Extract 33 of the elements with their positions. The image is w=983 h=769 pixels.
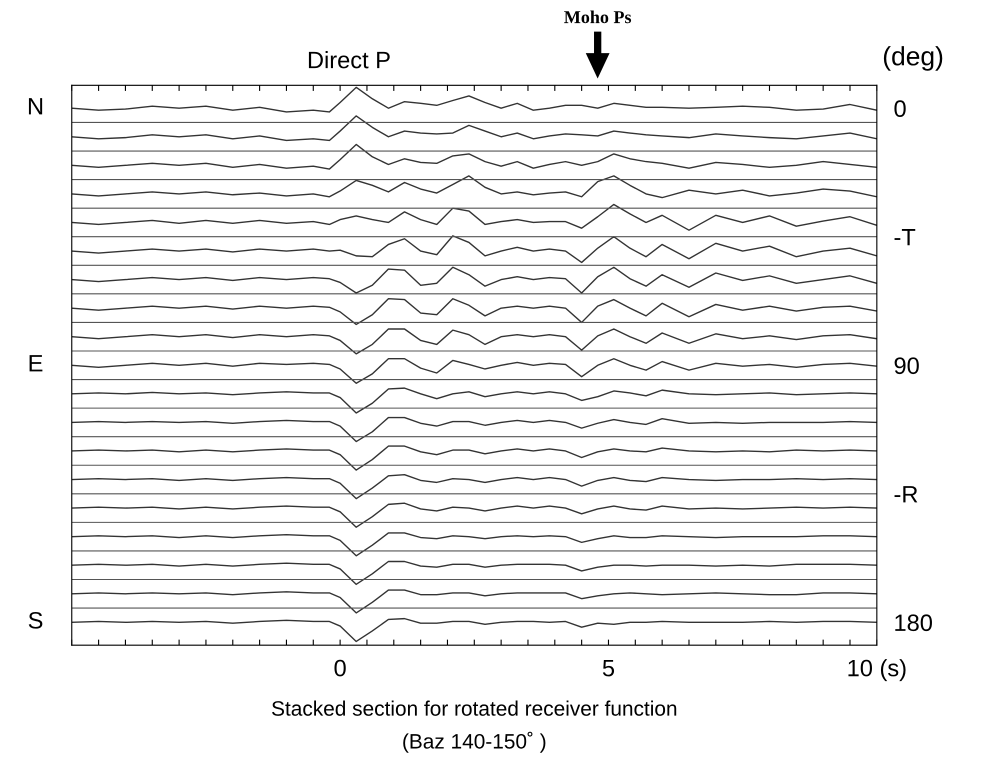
line-series xyxy=(72,416,877,442)
line-series xyxy=(72,445,877,471)
line-series xyxy=(72,115,877,142)
y-tick-label: 180 xyxy=(895,614,932,632)
y-tick-label: -T xyxy=(894,229,916,246)
line-series xyxy=(72,589,877,614)
y-tick-label: -R xyxy=(894,486,918,502)
line-series xyxy=(72,266,877,294)
y2-axis-title: (deg) xyxy=(884,46,942,71)
text: S xyxy=(28,612,42,629)
line-series xyxy=(72,474,877,500)
line-series xyxy=(72,328,877,355)
line-series xyxy=(72,502,877,528)
x-axis-title: Stacked section for rotated receiver function (Baz 140-150˚ ) xyxy=(272,700,676,753)
line-series xyxy=(72,358,877,384)
text: Moho Ps xyxy=(564,10,632,24)
line-series xyxy=(72,175,877,198)
x-tick-label: 10 (s) xyxy=(848,659,906,682)
text: N xyxy=(28,98,42,114)
line-series xyxy=(72,560,877,586)
x-tick-label: 0 xyxy=(334,660,346,676)
line-series xyxy=(72,532,877,556)
y-tick-label: 0 xyxy=(894,100,906,117)
y-tick-label: 90 xyxy=(894,357,919,374)
text: Direct P xyxy=(308,51,390,68)
x-tick-label: 5 xyxy=(602,660,614,676)
line-series xyxy=(72,618,877,642)
text: E xyxy=(30,355,42,372)
line-series xyxy=(72,235,877,264)
line-series xyxy=(72,298,877,326)
line-series xyxy=(72,204,877,231)
line-series xyxy=(72,144,877,170)
line-series xyxy=(72,387,877,414)
